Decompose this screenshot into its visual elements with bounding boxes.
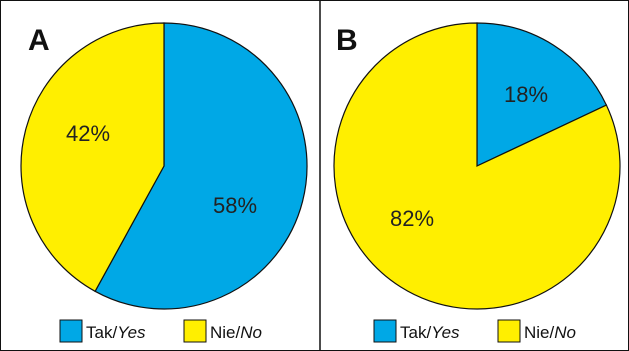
legend-label-no-en: No [240, 323, 262, 342]
slice-no [20, 22, 165, 293]
slice-no [333, 22, 621, 310]
panel-letter-b: B [336, 24, 358, 57]
value-label-yes: 58% [213, 193, 257, 218]
panel-b: B 18% 82% Tak/Yes Nie/No [333, 22, 621, 343]
legend-label-no-pl: Nie [210, 323, 236, 342]
value-label-no: 82% [390, 206, 434, 231]
slice-yes [94, 22, 308, 310]
legend-swatch-yes [373, 319, 397, 343]
legend-label-yes: Tak/Yes [400, 323, 460, 342]
legend-label-yes-en: Yes [117, 323, 146, 342]
legend-label-yes-pl: Tak [86, 323, 113, 342]
slice-yes [476, 22, 608, 167]
value-label-no: 42% [66, 121, 110, 146]
legend-swatch-no [497, 319, 521, 343]
legend-swatch-no [183, 319, 207, 343]
panel-a: A 58% 42% Tak/Yes Nie/No [20, 22, 308, 343]
legend-a: Tak/Yes Nie/No [59, 319, 262, 343]
legend-label-yes-en: Yes [431, 323, 460, 342]
legend-b: Tak/Yes Nie/No [373, 319, 576, 343]
legend-label-no: Nie/No [210, 323, 262, 342]
legend-label-yes-pl: Tak [400, 323, 427, 342]
legend-label-no-pl: Nie [524, 323, 550, 342]
legend-swatch-yes [59, 319, 83, 343]
legend-label-yes: Tak/Yes [86, 323, 146, 342]
panel-letter-a: A [28, 24, 50, 57]
legend-label-no-en: No [554, 323, 576, 342]
value-label-yes: 18% [504, 82, 548, 107]
legend-label-no: Nie/No [524, 323, 576, 342]
